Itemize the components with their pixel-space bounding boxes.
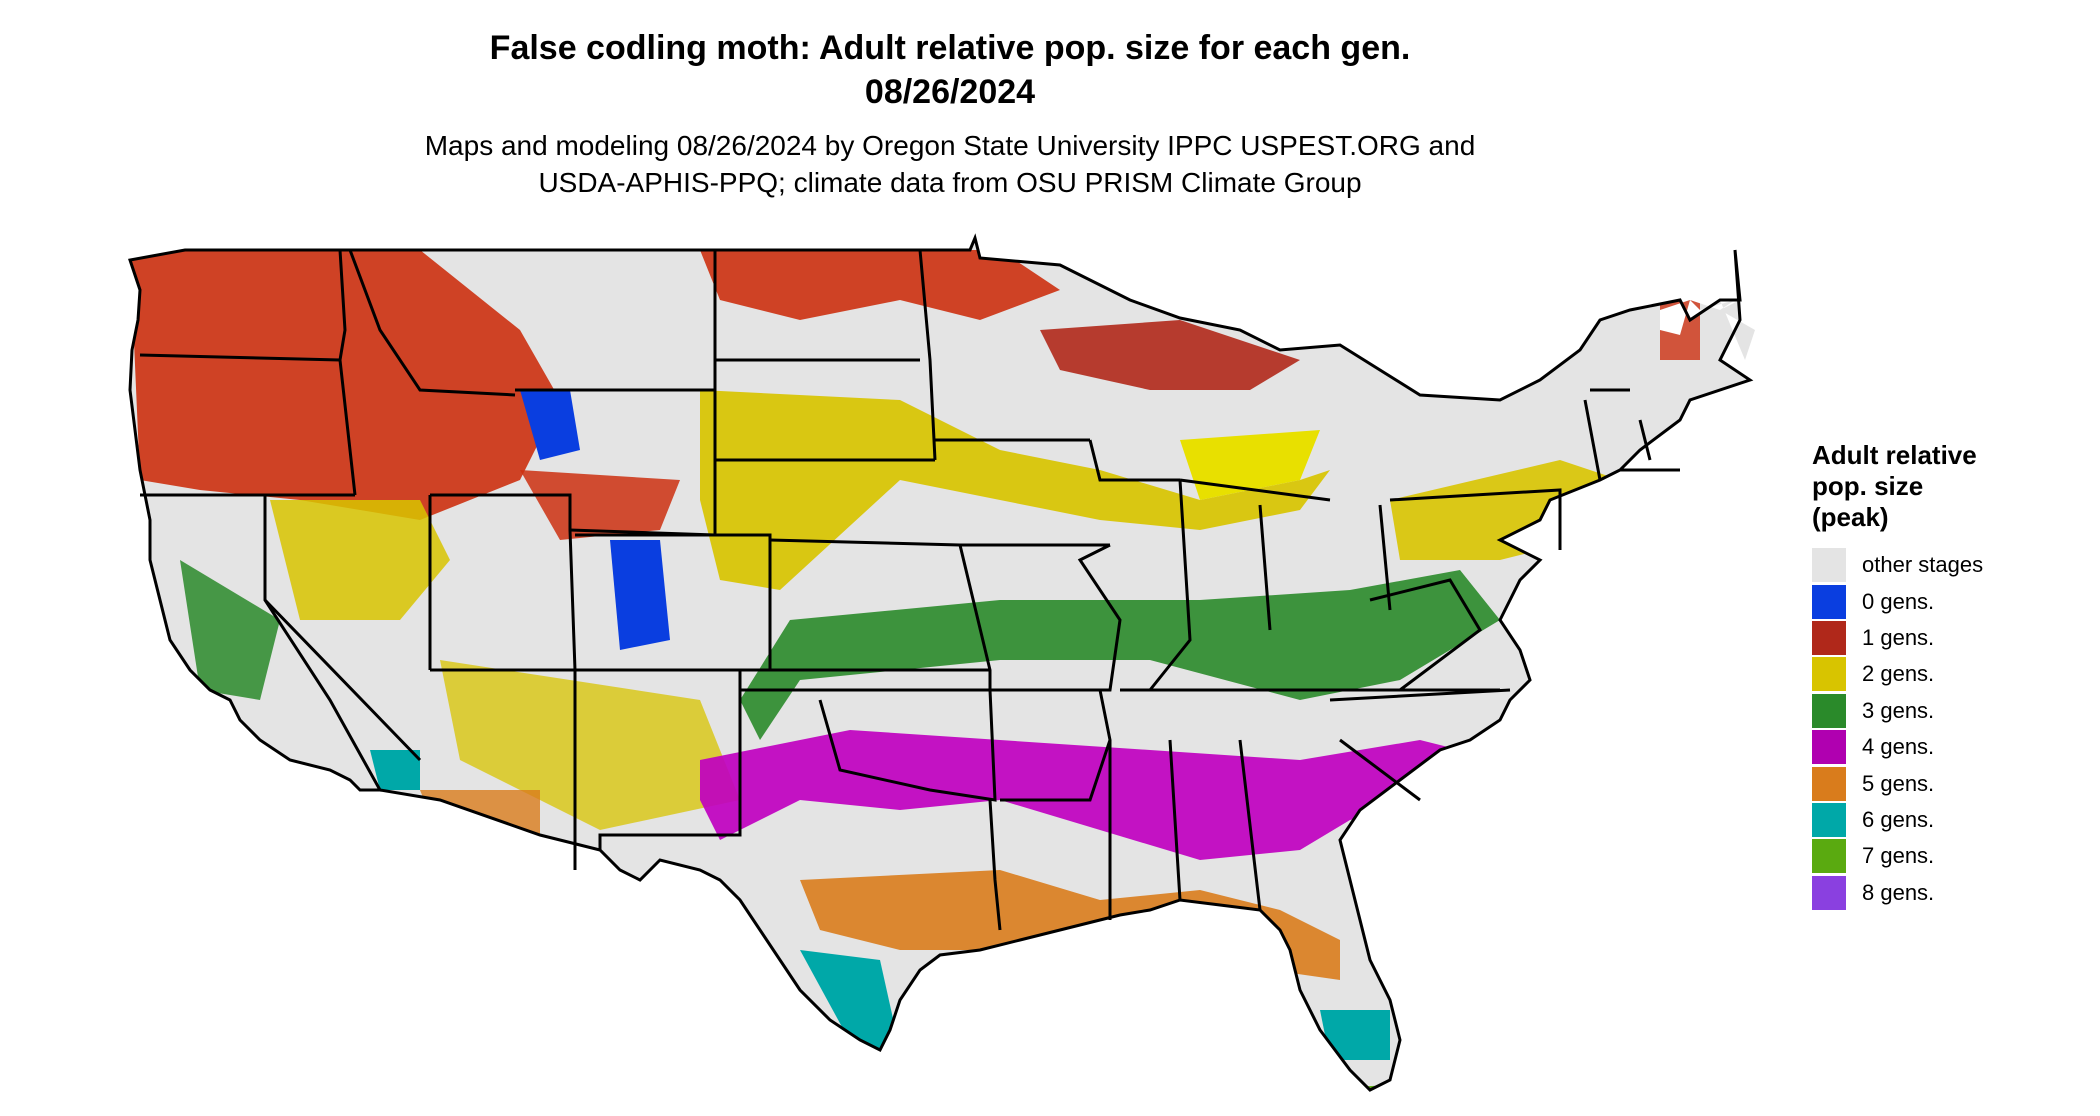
legend: Adult relative pop. size (peak) other st…	[1812, 440, 1983, 911]
chart-title: False codling moth: Adult relative pop. …	[489, 29, 1411, 67]
border-dakotas	[715, 358, 935, 462]
border-id-mt	[348, 249, 516, 397]
zone-1-gens-northwest	[130, 250, 560, 520]
zone-6-gens-south-texas	[800, 950, 900, 1060]
state-borders	[128, 233, 1754, 1092]
legend-label: 0 gens.	[1862, 588, 1935, 614]
legend-item: 7 gens.	[1812, 838, 1983, 874]
zone-0-gens-wyoming	[520, 390, 580, 460]
border-ne-ks	[769, 538, 990, 672]
chart-subtitle-line1: Maps and modeling 08/26/2024 by Oregon S…	[424, 130, 1476, 161]
border-ms-al	[1108, 739, 1182, 920]
zone-4-gens-south	[700, 730, 1500, 860]
border-new-england	[1583, 388, 1680, 481]
border-ok	[740, 688, 997, 802]
border-ca-az	[263, 599, 382, 791]
legend-swatch	[1812, 839, 1846, 874]
zone-1-gens-northeast	[1660, 300, 1700, 360]
legend-swatch	[1812, 548, 1846, 583]
legend-swatch	[1812, 693, 1846, 728]
legend-title-line1: Adult relative	[1812, 440, 1977, 470]
legend-item: 4 gens.	[1812, 729, 1983, 765]
legend-swatch	[1812, 875, 1846, 910]
legend-label: 7 gens.	[1862, 843, 1935, 869]
legend-label: 4 gens.	[1862, 734, 1935, 760]
legend-item: 1 gens.	[1812, 620, 1983, 656]
legend-item: 5 gens.	[1812, 765, 1983, 801]
zone-6-gens-desert	[370, 750, 420, 790]
zone-0-gens-colorado	[610, 540, 670, 650]
border-oh-pa	[1378, 504, 1392, 611]
legend-label: 6 gens.	[1862, 806, 1935, 832]
zone-2-gens-great-lakes	[1180, 430, 1320, 500]
chart-date: 08/26/2024	[864, 73, 1036, 111]
zone-1-gens-north-plains	[700, 250, 1060, 320]
zone-6-gens-south-florida	[1320, 1010, 1390, 1060]
border-tx-la	[988, 799, 1002, 931]
legend-label: 5 gens.	[1862, 770, 1935, 796]
border-nd-mn	[918, 249, 937, 461]
border-ny-pa	[1389, 488, 1562, 550]
border-wy	[515, 388, 717, 537]
zone-1-gens-rockies	[520, 470, 680, 540]
chart-subtitle-line2: USDA-APHIS-PPQ; climate data from OSU PR…	[538, 167, 1362, 198]
legend-label: 1 gens.	[1862, 624, 1935, 650]
border-nm	[575, 668, 742, 850]
legend-swatch	[1812, 766, 1846, 801]
border-in-oh	[1258, 504, 1272, 631]
zone-2-gens-central	[700, 390, 1330, 590]
legend-title-line3: (peak)	[1812, 502, 1889, 532]
border-il-in	[1148, 479, 1192, 691]
us-outline	[128, 233, 1754, 1092]
legend-item: 8 gens.	[1812, 875, 1983, 911]
legend-swatch	[1812, 584, 1846, 619]
legend-swatch	[1812, 657, 1846, 692]
legend-label: 2 gens.	[1862, 661, 1935, 687]
zone-1-gens-upper-midwest	[1040, 320, 1300, 390]
legend-swatch	[1812, 802, 1846, 837]
legend-title-line2: pop. size	[1812, 471, 1924, 501]
border-wi-il	[1088, 439, 1180, 482]
legend-label: other stages	[1862, 552, 1984, 578]
generation-zones	[130, 250, 1700, 1090]
zone-2-gens-southwest	[440, 660, 740, 830]
legend-item: other stages	[1812, 547, 1983, 583]
border-mo	[958, 543, 1122, 692]
legend-item: 2 gens.	[1812, 656, 1983, 692]
legend-item: 3 gens.	[1812, 693, 1983, 729]
legend-items: other stages 0 gens. 1 gens. 2 gens. 3 gens.…	[1812, 547, 1983, 911]
zone-2-gens-great-basin	[270, 500, 450, 620]
legend-swatch	[1812, 730, 1846, 765]
legend-item: 0 gens.	[1812, 583, 1983, 619]
zone-3-gens-california	[180, 560, 280, 700]
border-id-west	[338, 249, 357, 496]
legend-title: Adult relative pop. size (peak)	[1812, 440, 1983, 533]
legend-label: 3 gens.	[1862, 697, 1935, 723]
border-wv-va	[1369, 578, 1482, 692]
legend-item: 6 gens.	[1812, 802, 1983, 838]
legend-swatch	[1812, 620, 1846, 655]
zone-3-gens-central	[740, 570, 1500, 740]
border-mi	[1179, 478, 1331, 502]
border-ga-sc	[1238, 738, 1421, 911]
legend-label: 8 gens.	[1862, 879, 1935, 905]
border-wa-or	[139, 353, 341, 362]
border-va-nc	[1329, 688, 1511, 702]
border-ar-la	[1000, 689, 1112, 802]
